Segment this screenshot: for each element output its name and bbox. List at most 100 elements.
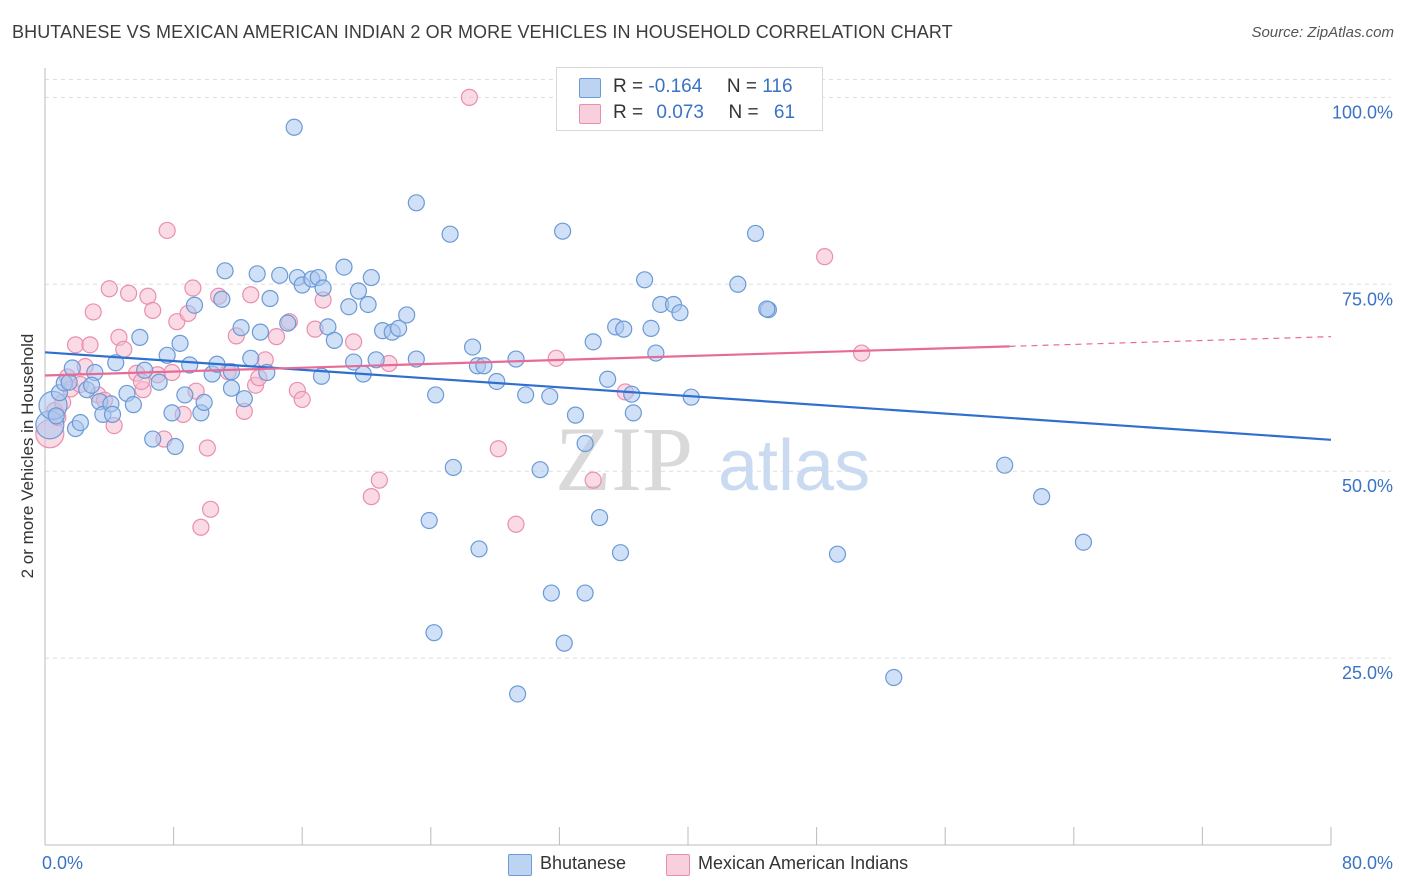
mexican-point [84, 303, 102, 321]
bhutanese-point [124, 396, 143, 414]
bhutanese-point [647, 344, 665, 362]
x-tick-label: 0.0% [42, 853, 83, 873]
bhutanese-points [35, 85, 1093, 703]
bhutanese-point [444, 458, 462, 477]
mexican-point [816, 248, 834, 266]
r-value: -0.164 [648, 76, 703, 97]
bhutanese-point [1033, 488, 1051, 506]
bhutanese-point [285, 118, 303, 136]
bhutanese-point [213, 290, 231, 308]
mexican-point [119, 284, 138, 302]
bhutanese-point [390, 319, 408, 337]
bhutanese-point [425, 624, 443, 642]
bhutanese-point [335, 258, 353, 276]
bhutanese-point [261, 289, 279, 308]
legend-label: Mexican American Indians [698, 853, 909, 873]
bhutanese-point [509, 685, 527, 703]
bhutanese-point [611, 544, 630, 562]
source-credit: Source: ZipAtlas.com [1251, 24, 1394, 41]
bhutanese-point [828, 545, 847, 563]
mexican-point [362, 488, 380, 506]
bhutanese-point [248, 265, 266, 283]
mexican-point [547, 349, 565, 367]
n-value: 61 [773, 102, 796, 123]
bhutanese-point [554, 222, 572, 240]
bhutanese-point [163, 404, 181, 422]
bhutanese-point [325, 331, 343, 349]
mexican-point [100, 280, 118, 298]
bhutanese-trend-line [44, 351, 1332, 441]
bhutanese-point [566, 406, 585, 424]
mexican-point [192, 518, 210, 536]
bhutanese-point [555, 634, 573, 652]
bhutanese-point [216, 262, 234, 280]
bhutanese-point [642, 319, 660, 337]
y-tick-label: 100.0% [1332, 102, 1393, 122]
bhutanese-point [63, 359, 81, 377]
bhutanese-point [671, 304, 689, 322]
bhutanese-point [131, 328, 149, 346]
bhutanese-point [367, 351, 385, 369]
bhutanese-point [1074, 533, 1093, 551]
mexican-trend-line [44, 345, 1010, 377]
mexican-swatch [666, 854, 690, 876]
watermark-atlas: atlas [718, 426, 870, 506]
legend-label: Bhutanese [540, 853, 627, 873]
bhutanese-point [242, 349, 260, 367]
bhutanese-point [427, 386, 445, 404]
bhutanese-point [507, 350, 525, 368]
y-tick-label: 25.0% [1342, 663, 1393, 683]
bhutanese-point [590, 508, 609, 527]
mexican-point [460, 88, 478, 106]
bhutanese-point [103, 405, 122, 423]
mexican-point [293, 390, 311, 409]
bhutanese-point [488, 372, 506, 391]
mexican-point [81, 336, 99, 354]
watermark-zip: ZIP [555, 408, 693, 510]
bhutanese-point [185, 296, 204, 314]
bhutanese-point [420, 511, 438, 530]
n-label: N = [726, 76, 757, 97]
mexican-point [158, 221, 176, 240]
bhutanese-point [166, 437, 184, 456]
bhutanese-point [340, 298, 358, 316]
bhutanese-point [623, 385, 641, 403]
axes [44, 68, 1332, 846]
tick-labels: 25.0% 50.0% 75.0% 100.0% 0.0% 80.0% [42, 102, 1393, 873]
bhutanese-point [232, 319, 250, 337]
bhutanese-point [746, 224, 765, 243]
bhutanese-point [136, 361, 154, 379]
bhutanese-point [362, 268, 380, 287]
bhutanese-point [222, 379, 241, 397]
r-label: R = [613, 102, 644, 123]
mexican-point [66, 336, 85, 354]
chart-title: BHUTANESE VS MEXICAN AMERICAN INDIAN 2 O… [12, 22, 953, 42]
mexican-point [201, 500, 220, 518]
bhutanese-point [150, 373, 168, 391]
bhutanese-point [531, 461, 549, 479]
bhutanese-point [599, 370, 617, 388]
bhutanese-swatch [508, 854, 532, 876]
mexican-point [853, 344, 871, 362]
bhutanese-point [635, 271, 654, 289]
bhutanese-point [624, 404, 642, 422]
trend-lines [44, 336, 1332, 441]
bhutanese-point [576, 584, 594, 602]
bhutanese-point [615, 320, 633, 338]
mexican-point [489, 440, 507, 458]
bhutanese-point [470, 540, 488, 558]
bhutanese-point [47, 407, 65, 425]
bhutanese-point [463, 338, 482, 356]
mexican-point [267, 328, 286, 346]
bhutanese-point [885, 668, 903, 687]
y-tick-label: 75.0% [1342, 289, 1393, 309]
bhutanese-point [271, 266, 289, 284]
bhutanese-point [235, 390, 253, 408]
mexican-swatch [579, 104, 601, 124]
mexican-point [370, 471, 388, 489]
mexican-point [139, 287, 157, 305]
bhutanese-point [195, 393, 213, 412]
mexican-trend-extension [1009, 336, 1332, 347]
